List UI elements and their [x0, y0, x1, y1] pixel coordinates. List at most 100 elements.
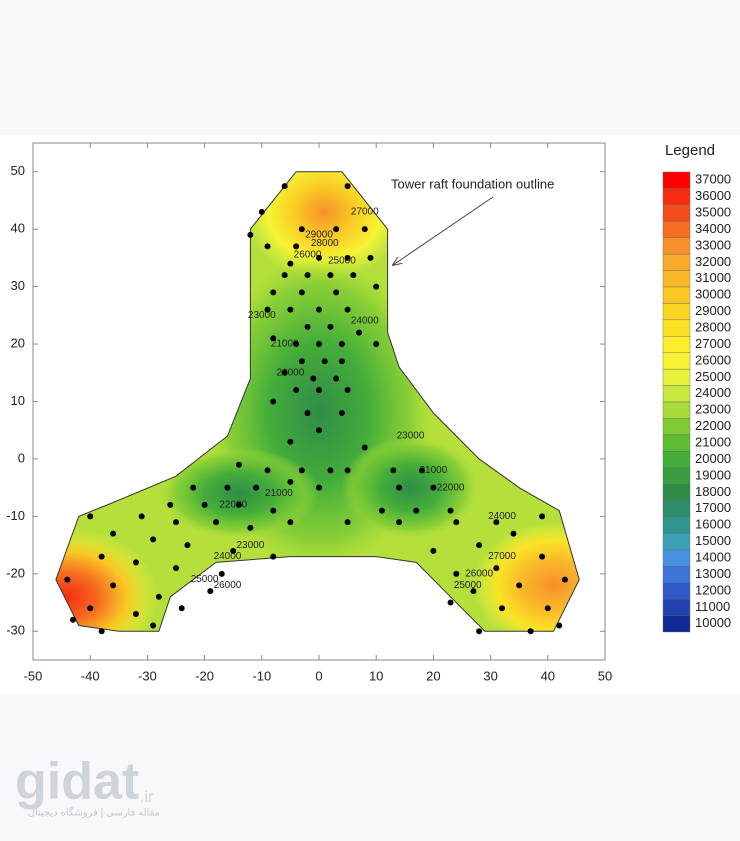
sample-point [264, 243, 271, 250]
legend-label: 17000 [695, 500, 731, 515]
sample-point [110, 582, 117, 589]
annotation-arrow [393, 196, 494, 265]
sample-point [253, 484, 260, 491]
contour-label: 22000 [437, 482, 465, 493]
sample-point [350, 272, 357, 279]
sample-point [361, 226, 368, 233]
legend-label: 12000 [695, 582, 731, 597]
legend-label: 22000 [695, 418, 731, 433]
sample-point [316, 341, 322, 348]
sample-point [544, 605, 551, 612]
sample-point [327, 272, 334, 279]
zone-low-left [158, 447, 319, 540]
y-tick-label: 30 [11, 278, 25, 293]
sample-point [298, 226, 305, 233]
sample-point [453, 570, 460, 577]
sample-point [316, 387, 322, 394]
x-tick-label: -10 [252, 668, 271, 683]
sample-point [327, 323, 334, 330]
x-tick-label: 20 [426, 668, 440, 683]
contour-label: 24000 [488, 511, 516, 522]
legend-swatch [662, 401, 691, 419]
sample-point [447, 507, 454, 514]
contour-label: 28000 [311, 238, 339, 249]
sample-point [281, 369, 288, 376]
y-tick-label: 20 [11, 335, 25, 350]
legend-label: 10000 [695, 615, 731, 630]
legend-swatch [662, 418, 691, 436]
sample-point [344, 254, 351, 261]
sample-point [293, 341, 300, 348]
legend-swatch [662, 483, 691, 501]
sample-point [453, 519, 460, 526]
sample-point [247, 231, 254, 238]
y-tick-label: -10 [6, 508, 25, 523]
sample-point [98, 628, 105, 635]
contour-label: 21000 [419, 465, 447, 476]
sample-point [373, 341, 380, 348]
legend-label: 35000 [695, 205, 731, 220]
contour-label: 27000 [351, 207, 379, 218]
sample-point [293, 387, 300, 394]
sample-point [304, 323, 311, 330]
watermark-logo: gidat [15, 753, 139, 811]
legend-label: 13000 [695, 566, 731, 581]
legend-label: 28000 [695, 320, 731, 335]
sample-point [430, 484, 437, 491]
contour-label: 23000 [397, 431, 425, 442]
sample-point [499, 605, 506, 612]
sample-point [87, 513, 94, 520]
sample-point [493, 519, 500, 526]
legend-label: 16000 [695, 517, 731, 532]
sample-point [327, 467, 334, 474]
sample-point [150, 536, 157, 543]
sample-point [316, 484, 322, 491]
legend-swatch [662, 516, 691, 534]
legend-swatch [662, 615, 691, 633]
sample-point [333, 226, 340, 233]
sample-point [178, 605, 185, 612]
legend-swatch [662, 319, 691, 337]
x-tick-label: 50 [598, 668, 612, 683]
sample-point [235, 461, 242, 468]
legend-label: 30000 [695, 287, 731, 302]
sample-point [321, 358, 328, 365]
sample-point [361, 444, 368, 451]
sample-point [561, 576, 568, 583]
sample-point [87, 605, 94, 612]
zone-low-right [341, 436, 480, 540]
sample-point [98, 553, 105, 560]
legend-swatch [662, 451, 691, 468]
x-tick-label: -40 [81, 668, 100, 683]
contour-label: 27000 [488, 551, 516, 562]
sample-point [338, 358, 345, 365]
sample-point [110, 530, 117, 537]
watermark-suffix: .ir [140, 789, 154, 806]
sample-point [470, 588, 477, 595]
legend-label: 15000 [695, 533, 731, 548]
sample-point [270, 398, 277, 405]
sample-point [218, 570, 225, 577]
legend-label: 25000 [695, 369, 731, 384]
x-tick-label: 40 [541, 668, 555, 683]
sample-point [293, 243, 300, 250]
sample-point [270, 335, 277, 342]
sample-point [344, 519, 351, 526]
legend-swatch [662, 533, 691, 551]
sample-point [344, 467, 351, 474]
contour-label: 24000 [351, 316, 379, 327]
sample-point [270, 507, 277, 514]
sample-point [556, 622, 563, 629]
legend-label: 21000 [695, 435, 731, 450]
x-tick-label: -50 [24, 668, 43, 683]
legend-swatch [662, 434, 691, 452]
y-tick-label: 40 [11, 221, 25, 236]
sample-point [281, 272, 288, 279]
legend-swatch [662, 467, 691, 485]
legend-label: 20000 [695, 451, 731, 466]
y-tick-label: 50 [11, 163, 25, 178]
contour-label: 23000 [236, 540, 264, 551]
sample-point [316, 306, 322, 313]
